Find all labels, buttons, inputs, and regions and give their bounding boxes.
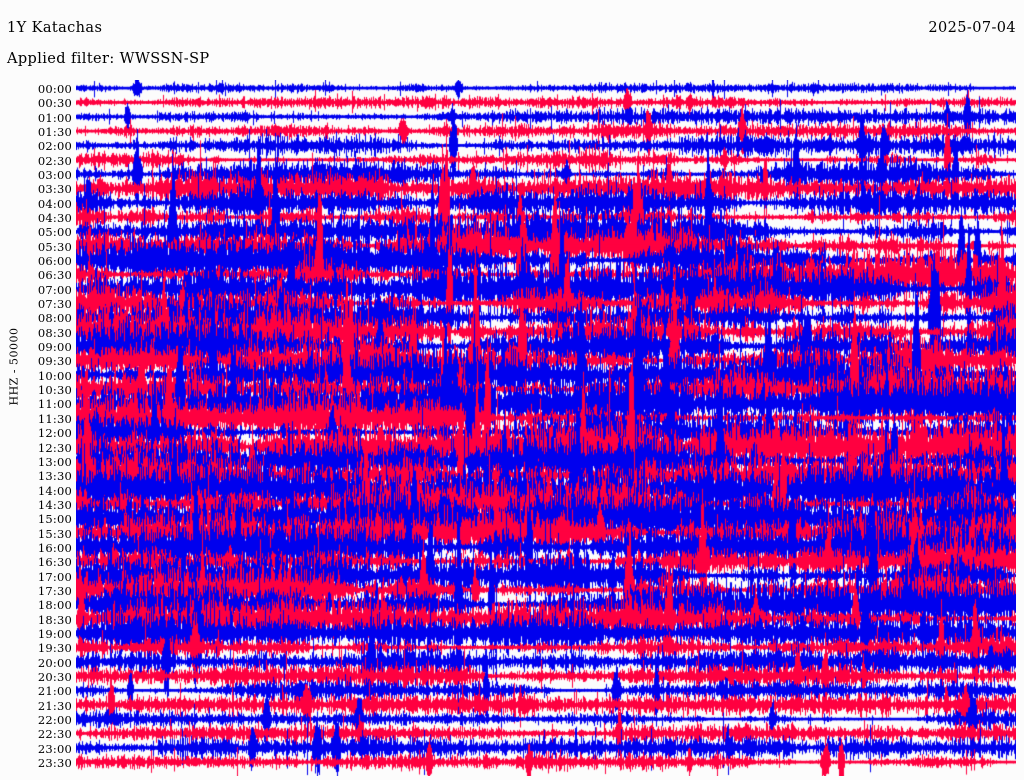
time-tick-0800: 08:00 xyxy=(37,311,72,326)
time-tick-0930: 09:30 xyxy=(37,354,72,369)
time-tick-0300: 03:00 xyxy=(37,168,72,183)
time-tick-0030: 00:30 xyxy=(37,96,72,111)
date-label: 2025-07-04 xyxy=(928,20,1016,36)
applied-filter-label: Applied filter: WWSSN-SP xyxy=(7,51,210,67)
time-tick-1830: 18:30 xyxy=(37,612,72,627)
time-tick-1200: 12:00 xyxy=(37,426,72,441)
time-tick-0430: 04:30 xyxy=(37,211,72,226)
time-tick-2130: 21:30 xyxy=(37,698,72,713)
time-tick-1300: 13:00 xyxy=(37,454,72,469)
time-tick-1600: 16:00 xyxy=(37,540,72,555)
time-tick-2030: 20:30 xyxy=(37,669,72,684)
time-tick-0730: 07:30 xyxy=(37,297,72,312)
time-tick-0600: 06:00 xyxy=(37,254,72,269)
time-tick-1430: 14:30 xyxy=(37,497,72,512)
time-tick-0200: 02:00 xyxy=(37,139,72,154)
time-tick-0900: 09:00 xyxy=(37,340,72,355)
time-tick-0100: 01:00 xyxy=(37,110,72,125)
time-tick-2100: 21:00 xyxy=(37,684,72,699)
time-axis: 00:00 00:30 01:00 01:30 02:00 02:30 03:00 03:30… xyxy=(0,0,76,780)
time-tick-1400: 14:00 xyxy=(37,483,72,498)
time-tick-2000: 20:00 xyxy=(37,655,72,670)
time-tick-0700: 07:00 xyxy=(37,282,72,297)
time-tick-0830: 08:30 xyxy=(37,325,72,340)
seismogram-canvas xyxy=(76,80,1016,776)
time-tick-1630: 16:30 xyxy=(37,555,72,570)
time-tick-1900: 19:00 xyxy=(37,626,72,641)
time-tick-1030: 10:30 xyxy=(37,383,72,398)
time-tick-1230: 12:30 xyxy=(37,440,72,455)
time-tick-1730: 17:30 xyxy=(37,583,72,598)
time-tick-2200: 22:00 xyxy=(37,712,72,727)
time-tick-0630: 06:30 xyxy=(37,268,72,283)
time-tick-1000: 10:00 xyxy=(37,368,72,383)
time-tick-1700: 17:00 xyxy=(37,569,72,584)
time-tick-1330: 13:30 xyxy=(37,469,72,484)
time-tick-2300: 23:00 xyxy=(37,741,72,756)
time-tick-1130: 11:30 xyxy=(37,411,72,426)
time-tick-1530: 15:30 xyxy=(37,526,72,541)
time-tick-0530: 05:30 xyxy=(37,239,72,254)
time-tick-2230: 22:30 xyxy=(37,727,72,742)
time-tick-1500: 15:00 xyxy=(37,512,72,527)
time-tick-2330: 23:30 xyxy=(37,756,72,770)
time-tick-0400: 04:00 xyxy=(37,196,72,211)
time-tick-0330: 03:30 xyxy=(37,182,72,197)
time-tick-0000: 00:00 xyxy=(37,82,72,96)
seismogram-plot xyxy=(76,80,1016,776)
time-tick-1800: 18:00 xyxy=(37,598,72,613)
time-tick-1100: 11:00 xyxy=(37,397,72,412)
time-tick-1930: 19:30 xyxy=(37,641,72,656)
time-tick-0130: 01:30 xyxy=(37,125,72,140)
time-tick-0500: 05:00 xyxy=(37,225,72,240)
page-title: 1Y Katachas xyxy=(7,20,103,36)
time-tick-0230: 02:30 xyxy=(37,153,72,168)
